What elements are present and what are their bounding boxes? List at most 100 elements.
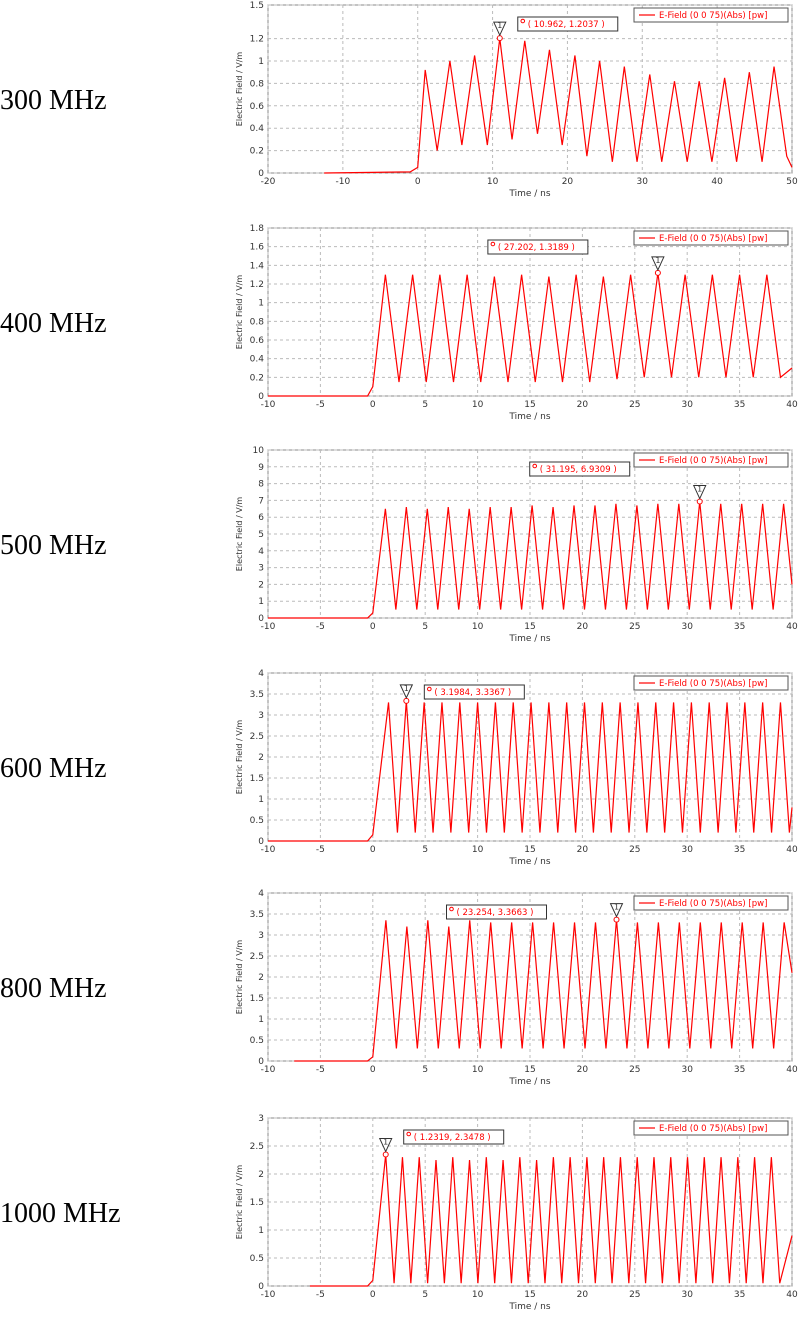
x-axis-label: Time / ns [508, 857, 550, 867]
x-tick-label: 10 [472, 1290, 484, 1300]
marker-label-box [529, 461, 631, 477]
marker-point [696, 498, 703, 505]
series-line [294, 919, 793, 1062]
x-tick-label: 15 [524, 400, 535, 410]
y-tick-label: 3 [258, 931, 264, 941]
marker-label-box [446, 904, 548, 920]
x-tick-label: 10 [472, 1065, 484, 1075]
y-tick-label: 1.2 [250, 35, 264, 45]
y-tick-label: 3.5 [250, 690, 264, 700]
marker-id: 1 [655, 256, 660, 265]
x-tick-label: 35 [734, 1290, 745, 1300]
x-tick-label: 5 [422, 400, 428, 410]
x-tick-label: 20 [577, 1290, 589, 1300]
marker-point [403, 697, 410, 704]
series-line [268, 700, 793, 842]
y-tick-label: 1 [258, 597, 264, 607]
legend-label: E-Field (0 0 75)(Abs) [pw] [659, 1124, 767, 1134]
marker-label-dot [490, 241, 496, 247]
y-tick-label: 0.2 [250, 373, 264, 383]
x-tick-label: 40 [711, 177, 723, 187]
marker-label: ( 3.1984, 3.3367 ) [434, 688, 511, 698]
x-tick-label: 30 [681, 622, 693, 632]
y-tick-label: 3 [258, 1114, 264, 1124]
y-tick-label: 0.2 [250, 147, 264, 157]
x-tick-label: 20 [577, 1065, 589, 1075]
marker-flag [399, 684, 414, 700]
y-tick-label: 10 [253, 446, 265, 456]
x-tick-label: 35 [734, 400, 745, 410]
x-tick-label: 0 [370, 845, 376, 855]
x-tick-label: 40 [786, 622, 798, 632]
x-tick-label: 5 [422, 622, 428, 632]
x-axis-label: Time / ns [508, 1302, 550, 1312]
x-axis-label: Time / ns [508, 1077, 550, 1087]
x-tick-label: 10 [472, 845, 484, 855]
marker-flag [609, 903, 624, 918]
y-tick-label: 0.6 [250, 336, 265, 346]
x-tick-label: 25 [629, 622, 640, 632]
legend: E-Field (0 0 75)(Abs) [pw] [633, 1120, 789, 1136]
y-tick-label: 1 [258, 57, 264, 67]
x-tick-label: 30 [637, 177, 649, 187]
marker-point [496, 35, 503, 42]
y-tick-label: 0.8 [250, 79, 265, 89]
legend-box [633, 895, 789, 911]
x-tick-label: 0 [370, 1290, 376, 1300]
x-tick-label: -10 [261, 622, 276, 632]
y-tick-label: 0.5 [250, 1254, 264, 1264]
legend-box [633, 675, 789, 691]
series-line [309, 1154, 793, 1287]
y-tick-label: 0 [258, 392, 264, 402]
marker-id: 1 [497, 21, 502, 30]
legend: E-Field (0 0 75)(Abs) [pw] [633, 675, 789, 691]
x-tick-label: 35 [734, 845, 745, 855]
legend-label: E-Field (0 0 75)(Abs) [pw] [659, 456, 767, 466]
x-tick-label: 30 [681, 400, 693, 410]
y-tick-label: 4 [258, 669, 264, 679]
y-tick-label: 2.5 [250, 1142, 264, 1152]
marker-flag [651, 256, 665, 272]
x-tick-label: 0 [415, 177, 421, 187]
y-tick-label: 6 [258, 513, 264, 523]
y-tick-label: 5 [258, 530, 264, 540]
x-tick-label: -10 [336, 177, 351, 187]
x-tick-label: 35 [734, 1065, 745, 1075]
marker-label-dot [520, 18, 526, 24]
x-tick-label: -5 [316, 400, 325, 410]
x-tick-label: 10 [472, 400, 484, 410]
marker-label-box [487, 239, 589, 255]
y-tick-label: 7 [258, 496, 264, 506]
x-tick-label: 40 [786, 400, 798, 410]
marker-label-dot [406, 1131, 412, 1137]
marker-flag [492, 21, 507, 37]
x-tick-label: -10 [261, 845, 276, 855]
x-tick-label: -5 [316, 622, 325, 632]
x-tick-label: 5 [422, 1065, 428, 1075]
marker-id: 1 [614, 903, 619, 912]
y-tick-label: 0 [258, 1282, 264, 1292]
y-tick-label: 0 [258, 169, 264, 179]
marker-point [382, 1151, 389, 1158]
x-tick-label: 40 [786, 1065, 798, 1075]
legend: E-Field (0 0 75)(Abs) [pw] [633, 895, 789, 911]
marker-label: ( 31.195, 6.9309 ) [540, 465, 617, 475]
x-tick-label: 20 [577, 845, 589, 855]
row-label: 1000 MHz [0, 1198, 121, 1229]
x-tick-label: 40 [786, 1290, 798, 1300]
row-label: 800 MHz [0, 973, 107, 1004]
y-tick-label: 0.4 [250, 124, 265, 134]
x-tick-label: 25 [629, 1290, 640, 1300]
marker-point [613, 916, 620, 923]
row-label: 400 MHz [0, 308, 107, 339]
x-tick-label: 15 [524, 1065, 535, 1075]
marker-flag [692, 485, 707, 500]
marker-label-box [403, 1129, 505, 1145]
y-tick-label: 4 [258, 547, 264, 557]
x-axis-label: Time / ns [508, 412, 550, 422]
y-axis-label: Electric Field / V/m [235, 940, 244, 1015]
legend-box [633, 230, 789, 246]
legend-label: E-Field (0 0 75)(Abs) [pw] [659, 11, 767, 21]
y-tick-label: 2 [258, 753, 264, 763]
